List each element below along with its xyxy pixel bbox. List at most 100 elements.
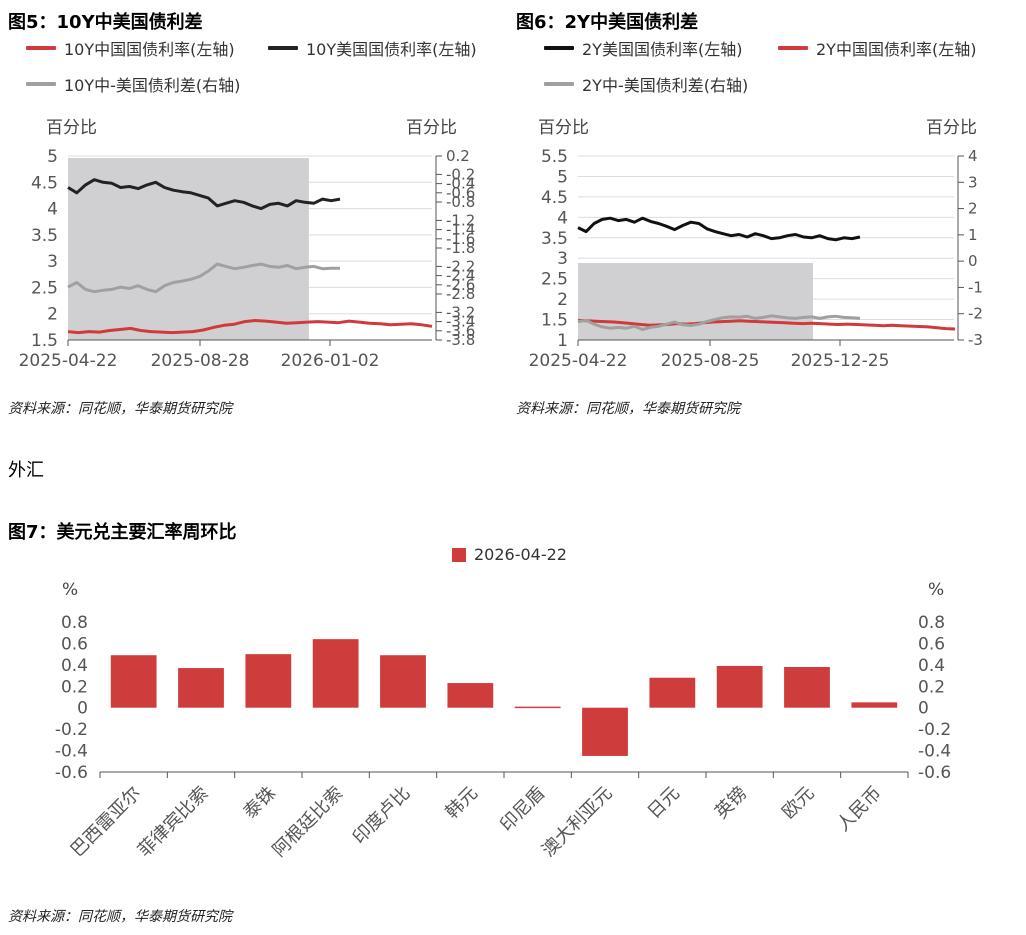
chart5-right-unit: 百分比 (406, 118, 457, 138)
y-left-tick-label: 2.5 (541, 270, 568, 290)
bar-8 (582, 707, 628, 756)
y-left-tick-label: 0.4 (61, 656, 88, 676)
y-right-tick-label: -2.4 (446, 267, 475, 285)
x-tick-label: 2025-04-22 (19, 351, 118, 371)
y-right-tick-label: -1.6 (446, 230, 475, 248)
bar-2 (178, 668, 224, 708)
y-right-tick-label: -1.2 (446, 211, 475, 229)
section-label-fx: 外汇 (8, 460, 44, 481)
chart5-legend-item-3[interactable]: 10Y中-美国债利差(右轴) (26, 72, 240, 96)
x-category-label: 英镑 (711, 783, 751, 823)
legend-label: 2Y中-美国债利差(右轴) (582, 76, 749, 95)
y-right-tick-label: 0 (968, 252, 978, 270)
y-right-tick-label: -1.8 (446, 239, 475, 257)
legend-label: 2Y美国国债利率(左轴) (582, 40, 743, 59)
y-left-tick-label: 4.5 (31, 173, 58, 193)
y-left-tick-label: 3.5 (541, 229, 568, 249)
chart7-legend-item-1[interactable]: 2026-04-22 (452, 545, 567, 564)
chart6-right-unit: 百分比 (926, 118, 977, 138)
x-category-label: 韩元 (442, 783, 482, 823)
chart5-left-unit: 百分比 (46, 118, 97, 138)
y-left-tick-label: 2 (47, 305, 58, 325)
y-left-tick-label: 4.5 (541, 188, 568, 208)
bar-9 (649, 677, 696, 708)
legend-swatch (544, 46, 574, 50)
y-right-tick-label: -1 (968, 278, 983, 296)
x-category-label: 日元 (644, 783, 684, 823)
legend-label: 10Y美国国债利率(左轴) (306, 40, 477, 59)
shaded-area (68, 158, 309, 340)
y-left-tick-label: 0.6 (61, 634, 88, 654)
y-right-tick-label: -2 (968, 305, 983, 323)
x-tick-label: 2026-01-02 (281, 351, 380, 371)
chart6-plot: 5.554.543.532.521.5143210-1-2-32025-04-2… (529, 147, 983, 371)
y-right-tick-label: 0.4 (918, 656, 945, 676)
y-right-tick-label: -0.4 (446, 175, 475, 193)
y-left-tick-label: -0.2 (55, 720, 88, 740)
x-category-label: 菲律宾比索 (134, 783, 212, 861)
bar-7 (514, 706, 561, 709)
x-category-label: 澳大利亚元 (538, 783, 616, 861)
x-tick-label: 2025-12-25 (791, 351, 890, 371)
x-category-label: 欧元 (778, 783, 818, 823)
y-right-tick-label: -0.2 (918, 720, 951, 740)
y-left-tick-label: -0.6 (55, 763, 88, 783)
y-right-tick-label: 3 (968, 173, 978, 191)
chart7-title: 图7：美元兑主要汇率周环比 (8, 522, 237, 543)
x-tick-label: 2025-08-25 (661, 351, 760, 371)
bar-1 (110, 655, 157, 708)
y-left-tick-label: 1.5 (541, 311, 568, 331)
y-left-tick-label: -0.4 (55, 742, 88, 762)
bar-5 (380, 655, 426, 708)
legend-swatch (26, 46, 56, 50)
x-category-label: 人民币 (833, 783, 886, 836)
legend-label: 10Y中国国债利率(左轴) (64, 40, 235, 59)
legend-label: 2026-04-22 (474, 545, 567, 564)
legend-label: 10Y中-美国债利差(右轴) (64, 76, 241, 95)
y-left-tick-label: 5.5 (541, 147, 568, 167)
bar-3 (245, 654, 292, 708)
chart6-left-unit: 百分比 (538, 118, 589, 138)
chart6-legend-item-2[interactable]: 2Y中国国债利率(左轴) (778, 36, 976, 60)
chart5-legend-item-2[interactable]: 10Y美国国债利率(左轴) (268, 36, 477, 60)
y-right-tick-label: -3.8 (446, 331, 475, 349)
y-right-tick-label: 0.2 (918, 677, 945, 697)
y-right-tick-label: 4 (968, 147, 978, 165)
chart6-title: 图6：2Y中美国债利差 (516, 12, 699, 33)
y-right-tick-label: 2 (968, 200, 978, 218)
chart7-right-unit: % (928, 580, 945, 600)
y-right-tick-label: 1 (968, 226, 978, 244)
bar-12 (851, 702, 898, 708)
x-category-label: 泰铢 (240, 783, 280, 823)
chart5-legend-item-1[interactable]: 10Y中国国债利率(左轴) (26, 36, 235, 60)
y-right-tick-label: 0.8 (918, 613, 945, 633)
chart6-legend-item-1[interactable]: 2Y美国国债利率(左轴) (544, 36, 742, 60)
x-category-label: 印度卢比 (349, 783, 415, 849)
x-tick-label: 2025-04-22 (529, 351, 628, 371)
y-right-tick-label: -2.2 (446, 257, 475, 275)
series-line-2 (67, 178, 341, 211)
y-right-tick-label: 0.2 (446, 147, 470, 165)
chart6-source: 资料来源：同花顺，华泰期货研究院 (516, 401, 740, 417)
chart6-legend-item-3[interactable]: 2Y中-美国债利差(右轴) (544, 72, 748, 96)
y-left-tick-label: 2.5 (31, 278, 58, 298)
x-tick-label: 2025-08-28 (151, 351, 250, 371)
y-right-tick-label: 0.6 (918, 634, 945, 654)
y-left-tick-label: 0.2 (61, 677, 88, 697)
y-right-tick-label: -0.6 (918, 763, 951, 783)
y-right-tick-label: 0 (918, 699, 929, 719)
chart7-left-unit: % (62, 580, 79, 600)
series-line-3 (577, 314, 861, 331)
x-category-label: 印尼盾 (496, 783, 549, 836)
y-left-tick-label: 5 (47, 147, 58, 167)
chart5-title: 图5：10Y中美国债利差 (8, 12, 203, 33)
y-left-tick-label: 2 (557, 290, 568, 310)
y-left-tick-label: 3 (557, 249, 568, 269)
legend-swatch (268, 46, 298, 50)
y-left-tick-label: 1 (557, 331, 568, 351)
y-right-tick-label: -0.8 (446, 193, 475, 211)
y-left-tick-label: 3 (47, 252, 58, 272)
y-right-tick-label: -1.4 (446, 221, 475, 239)
chart7-plot: 0.8 0.80.6 0.60.4 0.40.2 0.20 0-0.2 -0.2-0.4 -0… (55, 613, 951, 861)
y-left-tick-label: 0 (77, 699, 88, 719)
